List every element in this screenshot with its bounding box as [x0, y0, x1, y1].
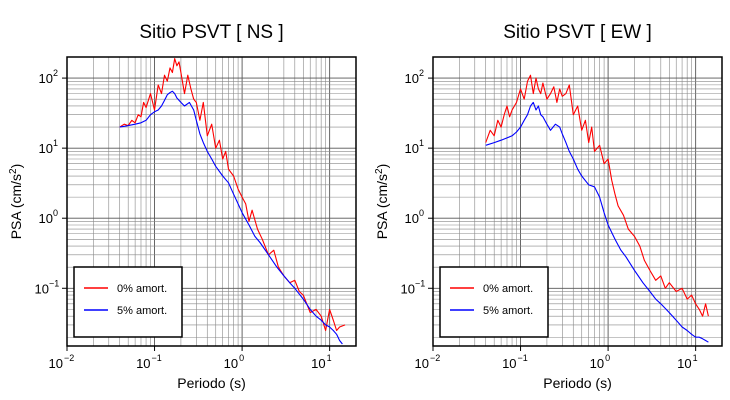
legend-box [439, 266, 549, 338]
x-tick-label: 10 [502, 356, 516, 371]
chart-title: Sitio PSVT [ NS ] [139, 22, 283, 43]
y-axis-label: PSA (cm/s2) [374, 164, 390, 240]
y-tick-exponent: 0 [419, 208, 424, 218]
legend-label: 5% amort. [117, 305, 167, 317]
y-tick-exponent: 1 [419, 138, 424, 148]
x-tick-label: 10 [415, 356, 429, 371]
x-tick-exponent: −1 [152, 353, 162, 363]
legend-label: 5% amort. [483, 305, 533, 317]
y-tick-label: 10 [401, 281, 415, 296]
series-line-damped [119, 90, 343, 345]
y-tick-exponent: −1 [415, 278, 425, 288]
y-tick-label: 10 [405, 141, 419, 156]
y-tick-exponent: 2 [53, 68, 58, 78]
series-line-damped [485, 101, 709, 343]
x-axis-label: Periodo (s) [177, 375, 245, 391]
y-axis-label: PSA (cm/s2) [8, 164, 24, 240]
x-tick-exponent: 0 [605, 353, 610, 363]
y-tick-label: 10 [405, 71, 419, 86]
legend-label: 0% amort. [117, 283, 167, 295]
y-tick-exponent: 1 [53, 138, 58, 148]
y-tick-exponent: −1 [49, 278, 59, 288]
legend-box [73, 266, 183, 338]
legend: 0% amort. 5% amort. [439, 266, 549, 338]
plot-frame [432, 56, 723, 347]
y-tick-exponent: 0 [53, 208, 58, 218]
x-tick-exponent: 0 [239, 353, 244, 363]
x-tick-label: 10 [136, 356, 150, 371]
plot-frame [66, 56, 357, 347]
y-tick-label: 10 [35, 281, 49, 296]
x-tick-exponent: −2 [64, 353, 74, 363]
x-tick-exponent: −2 [430, 353, 440, 363]
x-tick-label: 10 [677, 356, 691, 371]
series-line-undamped [485, 74, 709, 317]
series-line-undamped [119, 58, 346, 332]
x-tick-exponent: 1 [693, 353, 698, 363]
x-tick-label: 10 [590, 356, 604, 371]
legend-label: 0% amort. [483, 283, 533, 295]
x-axis-label: Periodo (s) [543, 375, 611, 391]
x-tick-label: 10 [49, 356, 63, 371]
x-tick-label: 10 [224, 356, 238, 371]
y-tick-exponent: 2 [419, 68, 424, 78]
y-tick-label: 10 [405, 211, 419, 226]
y-tick-label: 10 [39, 71, 53, 86]
x-tick-label: 10 [311, 356, 325, 371]
x-tick-exponent: 1 [327, 353, 332, 363]
legend: 0% amort. 5% amort. [73, 266, 183, 338]
y-tick-label: 10 [39, 141, 53, 156]
chart-title: Sitio PSVT [ EW ] [503, 22, 652, 43]
y-tick-label: 10 [39, 211, 53, 226]
x-tick-exponent: −1 [518, 353, 528, 363]
